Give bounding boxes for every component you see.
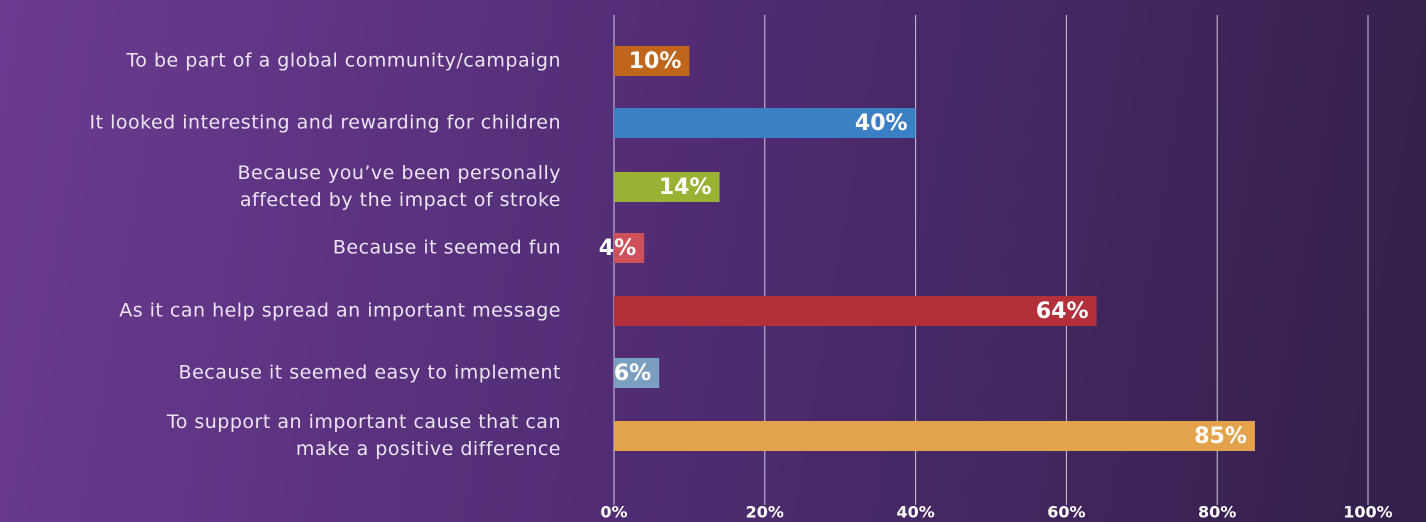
x-tick-label: 0% — [600, 503, 627, 522]
category-label: Because it seemed easy to implement — [178, 361, 561, 384]
bar — [614, 46, 690, 76]
value-label: 10% — [629, 49, 682, 74]
x-tick-label: 60% — [1047, 503, 1085, 522]
x-tick-label: 100% — [1343, 503, 1392, 522]
category-label: Because it seemed fun — [332, 236, 561, 259]
bar — [614, 296, 1097, 326]
x-tick-label: 80% — [1198, 503, 1236, 522]
x-tick-label: 40% — [896, 503, 934, 522]
bar — [614, 233, 645, 263]
x-tick-label: 20% — [746, 503, 784, 522]
category-label: Because you’ve been personally affected … — [237, 162, 561, 211]
category-label: To support an important cause that can m… — [166, 411, 561, 460]
value-label: 4% — [599, 236, 636, 261]
category-label: It looked interesting and rewarding for … — [89, 111, 561, 134]
value-label: 64% — [1036, 299, 1089, 324]
category-label: As it can help spread an important messa… — [119, 299, 561, 322]
value-label: 14% — [659, 175, 712, 200]
value-label: 85% — [1194, 424, 1247, 449]
bar — [614, 108, 916, 138]
value-label: 6% — [614, 361, 651, 386]
category-label: To be part of a global community/campaig… — [126, 49, 561, 72]
bar — [614, 421, 1255, 451]
bar — [614, 172, 720, 202]
value-label: 40% — [855, 111, 908, 136]
bar — [614, 358, 660, 388]
